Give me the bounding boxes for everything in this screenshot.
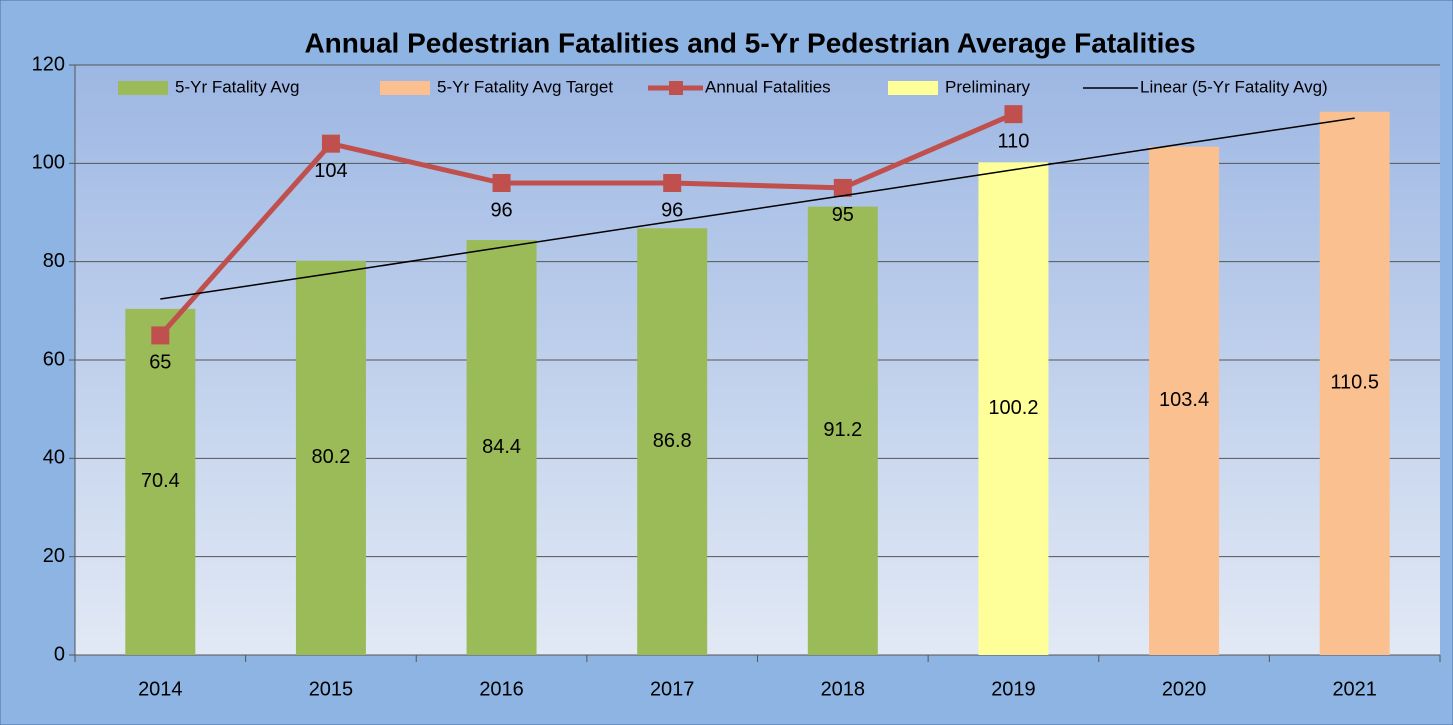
- x-tick-label: 2017: [650, 678, 695, 700]
- y-tick-label: 120: [32, 53, 65, 75]
- data-label: 100.2: [988, 397, 1038, 419]
- y-tick-label: 40: [43, 447, 65, 469]
- data-label: 110: [997, 130, 1029, 152]
- chart-title: Annual Pedestrian Fatalities and 5-Yr Pe…: [304, 27, 1195, 58]
- y-tick-label: 100: [32, 152, 65, 174]
- y-tick-label: 60: [43, 348, 65, 370]
- marker: [492, 174, 511, 192]
- bar: [637, 228, 708, 655]
- data-label: 104: [314, 160, 347, 182]
- y-tick-label: 20: [43, 545, 65, 567]
- x-tick-label: 2021: [1332, 678, 1377, 700]
- legend-swatch: [888, 81, 938, 95]
- data-label: 80.2: [311, 446, 350, 468]
- data-label: 84.4: [482, 436, 521, 458]
- bar: [978, 162, 1049, 655]
- y-tick-label: 80: [43, 250, 65, 272]
- y-tick-label: 0: [54, 643, 65, 665]
- legend-label: Annual Fatalities: [705, 77, 831, 96]
- marker: [151, 326, 170, 345]
- marker: [663, 174, 682, 192]
- data-label: 96: [490, 199, 512, 221]
- x-tick-label: 2016: [479, 678, 524, 700]
- x-tick-label: 2019: [991, 678, 1036, 700]
- legend-label: Linear (5-Yr Fatality Avg): [1140, 77, 1328, 96]
- marker: [1004, 105, 1023, 124]
- data-label: 96: [661, 199, 683, 221]
- x-tick-label: 2015: [309, 678, 354, 700]
- legend-swatch: [118, 81, 168, 95]
- legend-marker: [669, 81, 683, 95]
- line: [158, 111, 1015, 338]
- data-label: 70.4: [141, 470, 180, 492]
- data-label: 110.5: [1330, 372, 1379, 394]
- x-tick-label: 2020: [1162, 678, 1207, 700]
- legend-label: 5-Yr Fatality Avg Target: [437, 77, 613, 96]
- x-tick-label: 2014: [138, 678, 183, 700]
- data-label: 95: [832, 204, 854, 226]
- legend-label: Preliminary: [945, 77, 1031, 96]
- marker: [833, 178, 852, 197]
- data-label: 103.4: [1159, 389, 1209, 411]
- legend-label: 5-Yr Fatality Avg: [175, 77, 299, 96]
- bar: [1149, 146, 1220, 655]
- x-tick-label: 2018: [821, 678, 866, 700]
- marker: [321, 134, 340, 153]
- legend-swatch: [380, 81, 430, 95]
- data-label: 91.2: [823, 419, 862, 441]
- data-label: 86.8: [653, 430, 692, 452]
- bar: [807, 206, 878, 655]
- data-label: 65: [149, 352, 171, 374]
- line: [160, 117, 1355, 300]
- bar: [295, 260, 366, 655]
- bar: [1319, 111, 1390, 656]
- bar: [125, 308, 196, 655]
- bar: [466, 240, 537, 656]
